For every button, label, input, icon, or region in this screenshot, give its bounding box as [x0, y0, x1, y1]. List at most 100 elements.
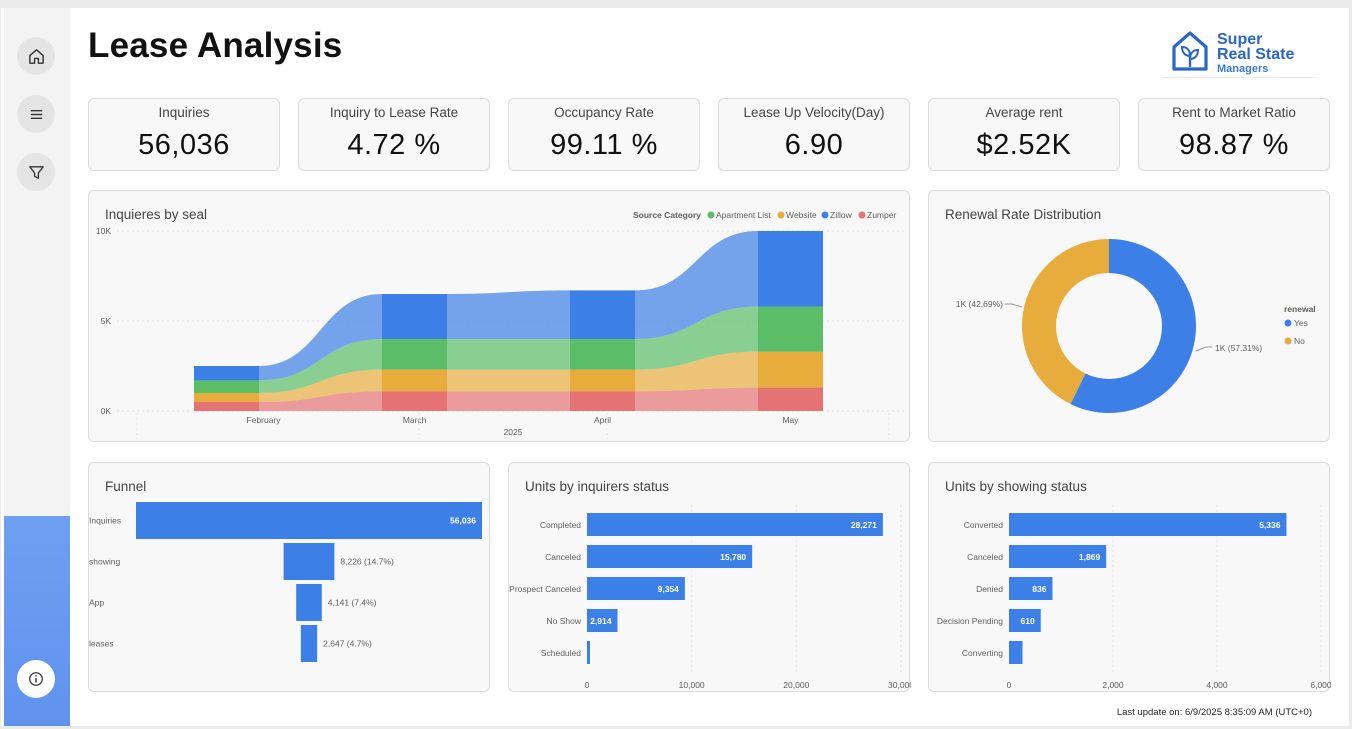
funnel-category-label: App — [89, 598, 104, 608]
category-label: Canceled — [545, 552, 581, 562]
kpi-label: Average rent — [985, 105, 1063, 120]
data-label: 9,354 — [658, 584, 680, 594]
category-label: Scheduled — [541, 648, 581, 658]
legend-marker — [1284, 319, 1292, 327]
ribbon-block-apartment-list — [382, 339, 447, 370]
renewal-donut-panel: Renewal Rate Distribution 1K (57.31%) 1K … — [928, 190, 1330, 442]
x-tick-label: 2,000 — [1102, 680, 1124, 690]
kpi-card-lease-up-velocity: Lease Up Velocity(Day) 6.90 — [718, 98, 910, 171]
legend-item-apartment-list: Apartment List — [716, 210, 771, 220]
legend-marker — [1284, 337, 1292, 345]
x-tick-label: March — [403, 415, 427, 425]
menu-button[interactable] — [17, 95, 55, 133]
kpi-value: 4.72 % — [347, 129, 441, 161]
ribbon-block-website — [194, 393, 259, 402]
kpi-label: Inquiry to Lease Rate — [329, 105, 459, 120]
ribbon-zumper — [635, 387, 758, 411]
category-label: Decision Pending — [937, 616, 1003, 626]
logo-line-2: Real State — [1217, 46, 1295, 63]
funnel-panel: Funnel Inquiries 56,036 showing 8,226 (14.7… — [88, 462, 490, 692]
ribbon-block-zillow — [758, 231, 823, 307]
data-label-no: 1K (42.69%) — [956, 299, 1003, 309]
legend-item-zumper: Zumper — [867, 210, 896, 220]
funnel-value-label: 8,226 (14.7%) — [340, 557, 394, 567]
ribbon-zumper — [447, 391, 570, 411]
data-label: 15,780 — [720, 552, 746, 562]
funnel-category-label: Inquiries — [89, 516, 121, 526]
y-tick-label: 0K — [101, 406, 112, 416]
bar-prospect-canceled — [587, 577, 685, 600]
data-label: 836 — [1032, 584, 1046, 594]
menu-icon — [30, 109, 42, 119]
house-leaf-icon — [1172, 31, 1208, 71]
donut-slice-yes — [1070, 239, 1196, 413]
data-label: 2,914 — [590, 616, 612, 626]
funnel-category-label: leases — [89, 639, 114, 649]
kpi-value: 98.87 % — [1179, 129, 1289, 161]
funnel-bar-app — [296, 584, 322, 621]
kpi-card-rent-to-market-ratio: Rent to Market Ratio 98.87 % — [1138, 98, 1330, 171]
renewal-donut-chart[interactable]: 1K (57.31%) 1K (42.69%) renewal Yes No — [929, 191, 1331, 443]
kpi-value: $2.52K — [976, 129, 1072, 161]
kpi-label: Rent to Market Ratio — [1172, 105, 1296, 120]
page-title: Lease Analysis — [88, 26, 343, 65]
info-button[interactable] — [17, 660, 55, 698]
logo-underline — [1162, 77, 1316, 78]
callout-line — [1195, 346, 1212, 352]
ribbon-apartment-list — [259, 339, 382, 393]
home-button[interactable] — [17, 37, 55, 75]
legend-marker — [707, 211, 715, 219]
showing-status-chart[interactable]: 0 2,000 4,000 6,000 Converted 5,336 Canceled 1,… — [929, 463, 1331, 693]
home-icon — [28, 48, 44, 64]
bar-decision-pending — [1009, 609, 1041, 632]
x-tick-label: 10,000 — [679, 680, 705, 690]
category-label: No Show — [547, 616, 582, 626]
ribbon-block-zumper — [758, 387, 823, 411]
inquiries-ribbon-chart[interactable]: 10K 5K 0K Source Category Apartment List Webs… — [89, 191, 911, 443]
ribbon-zillow — [447, 290, 570, 339]
ribbon-website — [447, 369, 570, 392]
kpi-value: 6.90 — [784, 129, 844, 161]
x-tick-label: April — [594, 415, 611, 425]
legend-marker — [821, 211, 829, 219]
bar-scheduled — [587, 641, 590, 664]
data-label: 5,336 — [1259, 520, 1281, 530]
ribbon-block-zillow — [194, 366, 259, 381]
x-tick-label: 30,000 — [888, 680, 911, 690]
bar-denied — [1009, 577, 1053, 600]
funnel-category-label: showing — [89, 557, 120, 567]
ribbon-block-zumper — [570, 391, 635, 411]
inquiries-ribbon-panel: Inquieres by seal 10K 5K 0K Source Category… — [88, 190, 910, 442]
x-axis-label: 2025 — [504, 427, 523, 437]
legend-title: Source Category — [633, 210, 701, 220]
kpi-value: 99.11 % — [550, 129, 658, 161]
kpi-card-average-rent: Average rent $2.52K — [928, 98, 1120, 171]
chart-title: Units by inquirers status — [525, 479, 670, 494]
donut-slice-no — [1022, 239, 1109, 404]
data-label: 610 — [1021, 616, 1035, 626]
logo-line-1: Super — [1217, 31, 1263, 48]
funnel-bar-inquiries — [136, 502, 482, 539]
data-label: 28,271 — [851, 520, 877, 530]
bar-completed — [587, 513, 883, 536]
ribbon-block-zillow — [382, 294, 447, 339]
inquirers-status-chart[interactable]: 0 10,000 20,000 30,000 Completed 28,271 Cancel… — [509, 463, 911, 693]
kpi-card-occupancy-rate: Occupancy Rate 99.11 % — [508, 98, 700, 171]
legend-marker — [777, 211, 785, 219]
bar-no-show — [587, 609, 618, 632]
filter-icon — [28, 165, 44, 179]
data-label-yes: 1K (57.31%) — [1215, 343, 1262, 353]
legend-marker — [858, 211, 866, 219]
filter-button[interactable] — [17, 153, 55, 191]
funnel-chart[interactable]: Inquiries 56,036 showing 8,226 (14.7%) App 4,… — [89, 463, 491, 693]
legend-item-yes: Yes — [1294, 318, 1308, 328]
category-label: Prospect Canceled — [509, 584, 581, 594]
x-tick-label: 20,000 — [783, 680, 809, 690]
y-tick-label: 5K — [101, 316, 112, 326]
ribbon-block-apartment-list — [758, 306, 823, 352]
ribbon-website — [259, 369, 382, 402]
ribbon-block-website — [570, 369, 635, 392]
category-label: Completed — [540, 520, 581, 530]
ribbon-apartment-list — [447, 339, 570, 370]
chart-title: Units by showing status — [945, 479, 1087, 494]
